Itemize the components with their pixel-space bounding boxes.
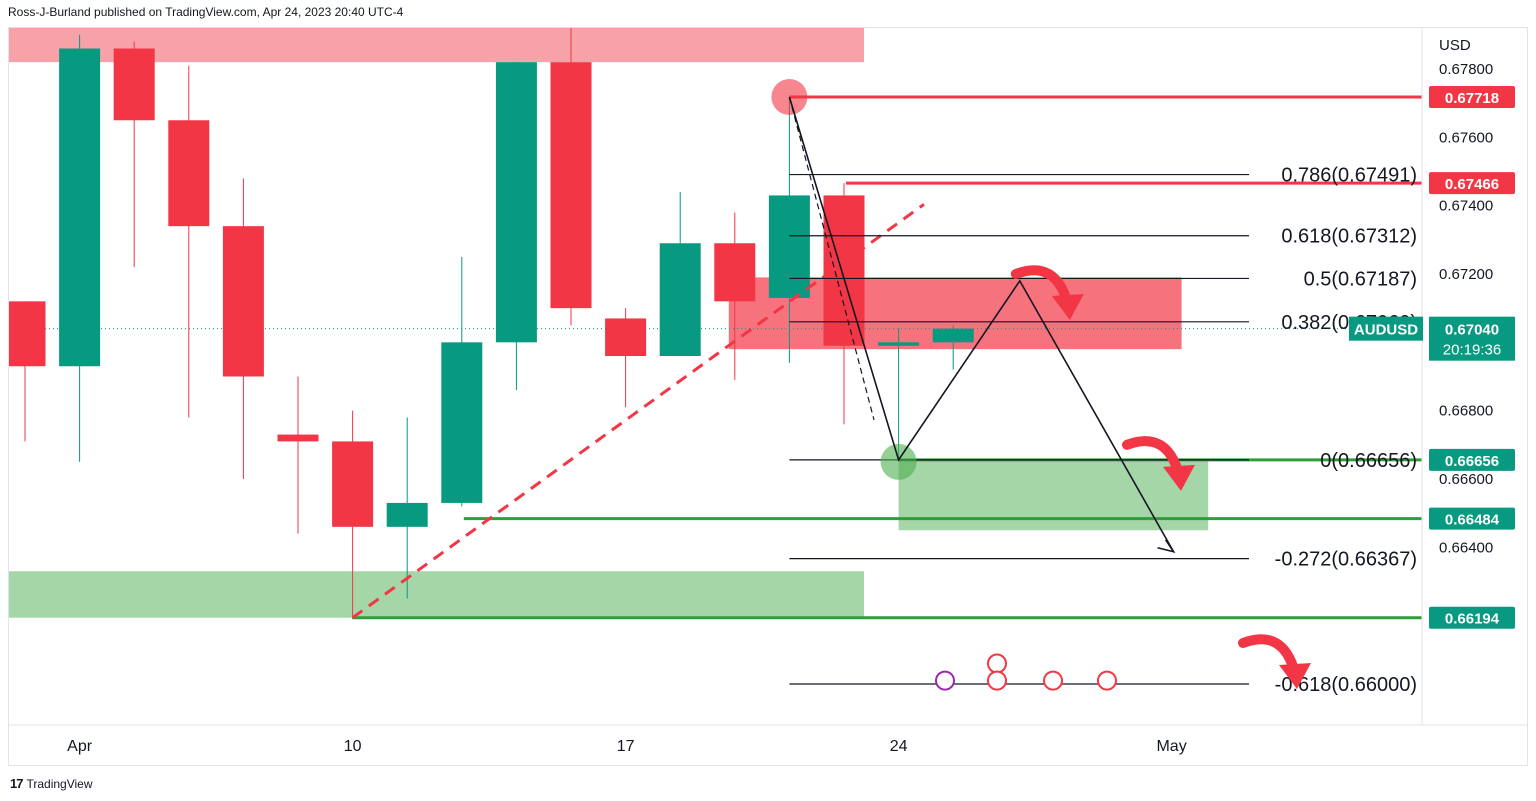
price-tick-label: 0.66400 xyxy=(1439,539,1493,556)
publisher-header: Ross-J-Burland published on TradingView.… xyxy=(8,5,404,19)
price-tick-label: 0.67600 xyxy=(1439,129,1493,146)
price-chart[interactable]: 0.786(0.67491) 0.618(0.67312) 0.5(0.67187)… xyxy=(9,28,1527,765)
candle-body xyxy=(59,48,101,367)
candle-body xyxy=(168,120,210,227)
fib-level-label: 0.786(0.67491) xyxy=(1281,165,1417,187)
fib-level-label: 0(0.66656) xyxy=(1320,450,1417,472)
last-price-tag-bg xyxy=(1429,316,1515,361)
candle-body xyxy=(113,48,155,121)
event-flag-icon xyxy=(1043,670,1063,691)
time-tick-label: May xyxy=(1156,738,1186,755)
curved-arrow-2-head xyxy=(1163,464,1195,491)
candle-body xyxy=(932,328,974,343)
price-tick-label: 0.66800 xyxy=(1439,403,1493,420)
dashed-trendline xyxy=(351,203,925,619)
candle-body xyxy=(550,62,592,309)
price-label-bg xyxy=(1429,172,1515,195)
price-label: 0.66194 xyxy=(1445,611,1500,628)
price-label: 0.67718 xyxy=(1445,90,1499,107)
price-tick-label: 0.67200 xyxy=(1439,266,1493,283)
candle-body xyxy=(714,243,756,302)
chart-frame[interactable]: 0.786(0.67491) 0.618(0.67312) 0.5(0.67187)… xyxy=(8,27,1528,766)
projected-path xyxy=(788,96,1175,553)
candle-body xyxy=(659,243,701,356)
fib-level-label: -0.272(0.66367) xyxy=(1275,549,1417,571)
candle-body xyxy=(332,441,374,527)
time-tick-label: Apr xyxy=(67,738,93,755)
candle-body xyxy=(441,342,483,503)
candle-body xyxy=(878,342,920,346)
demand-zone xyxy=(9,571,864,618)
price-tick-label: 0.67400 xyxy=(1439,198,1493,215)
event-flag-icon xyxy=(987,670,1007,691)
candle-body xyxy=(768,195,810,298)
time-tick-label: 17 xyxy=(617,738,635,755)
symbol-tag: AUDUSD xyxy=(1354,322,1418,339)
lightning-event-icon xyxy=(935,670,955,691)
fib-level-label: -0.618(0.66000) xyxy=(1275,674,1417,696)
projected-path-arrowhead xyxy=(1157,539,1176,554)
projected-path-dashed xyxy=(788,96,875,421)
time-tick-label: 10 xyxy=(344,738,362,755)
symbol-tag-bg xyxy=(1349,316,1423,341)
price-tick-label: 0.66600 xyxy=(1439,471,1493,488)
candle-body xyxy=(277,434,319,442)
fib-level-label: 0.618(0.67312) xyxy=(1281,226,1417,248)
candle-body xyxy=(386,502,428,527)
currency-label: USD xyxy=(1439,37,1471,54)
fib-level-label: 0.5(0.67187) xyxy=(1304,268,1417,290)
time-tick-label: 24 xyxy=(890,738,908,755)
price-label: 0.66656 xyxy=(1445,453,1499,470)
event-flag-icon xyxy=(987,653,1007,674)
curved-arrow-1-head xyxy=(1051,294,1084,320)
price-label-bg xyxy=(1429,86,1515,109)
brand-footer: 17 TradingView xyxy=(10,776,93,791)
price-label-bg xyxy=(1429,606,1515,629)
last-price-tag: 0.67040 xyxy=(1445,322,1499,339)
price-label: 0.67466 xyxy=(1445,176,1499,193)
candle-body xyxy=(222,226,264,377)
countdown-tag: 20:19:36 xyxy=(1443,342,1501,359)
curved-arrow-3-head xyxy=(1279,663,1311,689)
candle-body xyxy=(823,195,865,346)
price-label: 0.66484 xyxy=(1445,512,1500,529)
candle-body xyxy=(605,318,647,356)
price-tick-label: 0.67800 xyxy=(1439,61,1493,78)
swing-low-marker xyxy=(880,443,917,480)
price-label-bg xyxy=(1429,448,1515,471)
tradingview-logo-icon: 17 xyxy=(10,776,24,791)
brand-name: TradingView xyxy=(26,776,93,791)
candle-body xyxy=(9,301,46,367)
event-flag-icon xyxy=(1097,670,1117,691)
price-label-bg xyxy=(1429,507,1515,530)
candle-body xyxy=(495,62,537,343)
